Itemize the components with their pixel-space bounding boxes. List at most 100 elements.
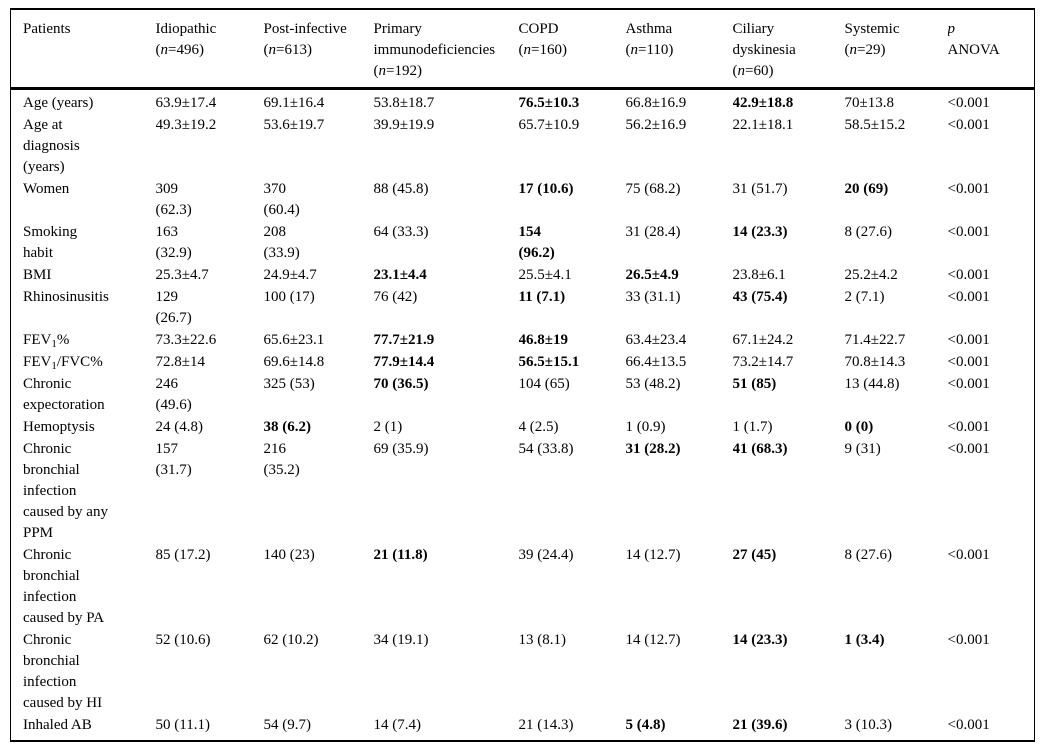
- table-cell: 23.1±4.4: [373, 267, 427, 283]
- column-header-primary-immunodeficiencies: Primary immunodeficiencies (n=192): [373, 9, 519, 90]
- table-row: Rhinosinusitis 129 (26.7) 100 (17) 76 (42) 1…: [11, 286, 1035, 329]
- column-header-p-anova: p ANOVA: [947, 9, 1035, 90]
- table-cell: 23.8±6.1: [732, 267, 786, 283]
- column-header-post-infective: Post-infective (n=613): [263, 9, 374, 90]
- row-label: Women: [23, 181, 70, 197]
- table-cell: 69.6±14.8: [263, 354, 325, 370]
- table-cell: 54 (9.7): [263, 717, 312, 733]
- table-cell: 31 (51.7): [732, 181, 788, 197]
- table-cell: 41 (68.3): [732, 441, 788, 457]
- table-cell: 9 (31): [844, 441, 881, 457]
- column-header-asthma: Asthma (n=110): [625, 9, 733, 90]
- table-cell: 63.4±23.4: [625, 332, 687, 348]
- table-row: FEV1/FVC% 72.8±14 69.6±14.8 77.9±14.4 56.5±1…: [11, 351, 1035, 373]
- table-cell: 24.9±4.7: [263, 267, 317, 283]
- table-cell: 70 (36.5): [373, 376, 429, 392]
- table-cell: 62 (10.2): [263, 632, 319, 648]
- table-cell: 2 (7.1): [844, 289, 885, 305]
- table-cell: 1 (1.7): [732, 419, 773, 435]
- table-cell: 14 (23.3): [732, 224, 788, 240]
- table-cell: 31 (28.2): [625, 441, 681, 457]
- table-row: Smoking habit 163 (32.9) 208 (33.9) 64 (33.…: [11, 221, 1035, 264]
- table-cell: 25.2±4.2: [844, 267, 898, 283]
- row-label: Age at diagnosis (years): [23, 117, 80, 175]
- row-label: Hemoptysis: [23, 419, 95, 435]
- table-cell: 21 (11.8): [373, 547, 428, 563]
- table-cell: <0.001: [947, 632, 990, 648]
- row-label: Rhinosinusitis: [23, 289, 109, 305]
- table-cell: 71.4±22.7: [844, 332, 906, 348]
- table-cell: 14 (12.7): [625, 547, 681, 563]
- subscript: 1: [51, 360, 57, 372]
- table-cell: 53 (48.2): [625, 376, 681, 392]
- table-cell: 39 (24.4): [518, 547, 574, 563]
- table-cell: 76 (42): [373, 289, 418, 305]
- table-cell: 104 (65): [518, 376, 570, 392]
- row-label: Chronic bronchial infection caused by an…: [23, 441, 108, 541]
- table-cell: 13 (8.1): [518, 632, 567, 648]
- table-row: Chronic bronchial infection caused by HI…: [11, 629, 1035, 714]
- table-cell: 70.8±14.3: [844, 354, 906, 370]
- table-cell: 157 (31.7): [155, 441, 192, 478]
- table-cell: <0.001: [947, 289, 990, 305]
- table-cell: 53.8±18.7: [373, 95, 435, 111]
- table-cell: 72.8±14: [155, 354, 205, 370]
- subscript: 1: [51, 338, 57, 350]
- table-row: Chronic bronchial infection caused by PA…: [11, 544, 1035, 629]
- row-label: FEV1/FVC%: [23, 354, 103, 372]
- table-cell: <0.001: [947, 224, 990, 240]
- table-cell: 70±13.8: [844, 95, 894, 111]
- table-cell: <0.001: [947, 376, 990, 392]
- table-cell: 53.6±19.7: [263, 117, 325, 133]
- table-cell: 27 (45): [732, 547, 777, 563]
- table-cell: 39.9±19.9: [373, 117, 435, 133]
- table-cell: 14 (12.7): [625, 632, 681, 648]
- table-cell: 2 (1): [373, 419, 403, 435]
- table-row: FEV1% 73.3±22.6 65.6±23.1 77.7±21.9 46.8±19 6…: [11, 329, 1035, 351]
- row-label: Chronic bronchial infection caused by PA: [23, 547, 105, 626]
- table-cell: 25.5±4.1: [518, 267, 572, 283]
- table-row: Hemoptysis 24 (4.8) 38 (6.2) 2 (1) 4 (2.5) 1 …: [11, 416, 1035, 438]
- table-cell: <0.001: [947, 181, 990, 197]
- table-cell: 11 (7.1): [518, 289, 566, 305]
- table-cell: 3 (10.3): [844, 717, 893, 733]
- table-cell: 66.4±13.5: [625, 354, 687, 370]
- table-cell: 50 (11.1): [155, 717, 210, 733]
- table-cell: 46.8±19: [518, 332, 568, 348]
- table-cell: 24 (4.8): [155, 419, 204, 435]
- table-cell: <0.001: [947, 419, 990, 435]
- row-label: BMI: [23, 267, 52, 283]
- column-header-copd: COPD (n=160): [518, 9, 626, 90]
- table-cell: 8 (27.6): [844, 547, 893, 563]
- table-cell: 13 (44.8): [844, 376, 900, 392]
- table-row: Age (years) 63.9±17.4 69.1±16.4 53.8±18.7 76…: [11, 89, 1035, 115]
- table-header: Patients Idiopathic (n=496) Post-infective(…: [10, 9, 1035, 90]
- table-header-row: Patients Idiopathic (n=496) Post-infective(…: [10, 9, 1035, 90]
- table-cell: 21 (39.6): [732, 717, 788, 733]
- table-cell: 33 (31.1): [625, 289, 681, 305]
- table-cell: <0.001: [947, 717, 990, 733]
- table-cell: 208 (33.9): [263, 224, 300, 261]
- table-cell: 21 (14.3): [518, 717, 574, 733]
- table-cell: 25.3±4.7: [155, 267, 209, 283]
- table-cell: 73.2±14.7: [732, 354, 794, 370]
- table-cell: 129 (26.7): [155, 289, 192, 326]
- table-cell: 77.9±14.4: [373, 354, 435, 370]
- table-cell: 309 (62.3): [155, 181, 192, 218]
- table-cell: 1 (0.9): [625, 419, 666, 435]
- table-cell: 154 (96.2): [518, 224, 555, 261]
- table-cell: 49.3±19.2: [155, 117, 217, 133]
- table-cell: 43 (75.4): [732, 289, 788, 305]
- table-row: Age at diagnosis (years) 49.3±19.2 53.6±19…: [11, 114, 1035, 178]
- column-header-idiopathic: Idiopathic (n=496): [155, 9, 264, 90]
- table-cell: 140 (23): [263, 547, 315, 563]
- table-cell: 246 (49.6): [155, 376, 192, 413]
- table-row: BMI 25.3±4.7 24.9±4.7 23.1±4.4 25.5±4.1 26.5±…: [11, 264, 1035, 286]
- table-cell: <0.001: [947, 332, 990, 348]
- table-cell: 67.1±24.2: [732, 332, 794, 348]
- row-label: Chronic expectoration: [23, 376, 105, 413]
- table-cell: 76.5±10.3: [518, 95, 580, 111]
- table-cell: 75 (68.2): [625, 181, 681, 197]
- table-cell: <0.001: [947, 354, 990, 370]
- table-cell: 85 (17.2): [155, 547, 211, 563]
